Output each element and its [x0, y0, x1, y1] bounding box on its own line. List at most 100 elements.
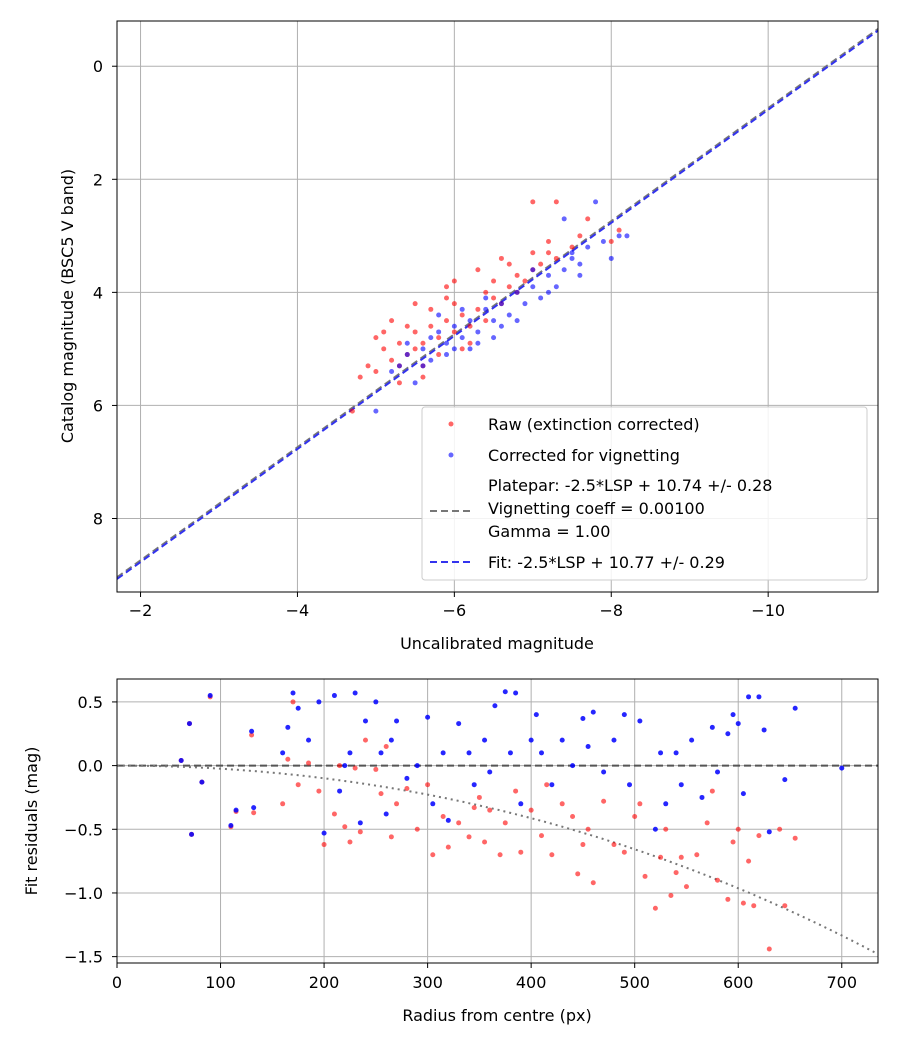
corrected-residual-point [730, 712, 736, 718]
corrected-residual-point [585, 743, 591, 749]
raw-point [538, 261, 544, 267]
corrected-point [459, 335, 465, 341]
bottom-x-axis-label: Radius from centre (px) [402, 1006, 591, 1025]
raw-point [451, 329, 457, 335]
corrected-point [561, 216, 567, 222]
raw-residual-point [549, 852, 555, 858]
corrected-residual-point [637, 718, 643, 724]
raw-point [389, 318, 395, 324]
raw-residual-point [658, 854, 664, 860]
corrected-residual-point [321, 830, 327, 836]
raw-residual-point [482, 839, 488, 845]
top-y-tick-label: 8 [93, 510, 103, 529]
raw-residual-point [394, 801, 400, 807]
bottom-y-axis-label: Fit residuals (mag) [22, 747, 41, 896]
corrected-residual-point [373, 699, 379, 705]
raw-point [444, 284, 450, 290]
corrected-residual-point [331, 693, 337, 699]
corrected-point [530, 284, 536, 290]
corrected-point [506, 312, 512, 318]
corrected-point [577, 272, 583, 278]
raw-residual-point [704, 820, 710, 826]
corrected-residual-point [352, 690, 358, 696]
raw-residual-point [373, 766, 379, 772]
corrected-point [553, 284, 559, 290]
raw-point [412, 301, 418, 307]
corrected-residual-point [590, 709, 596, 715]
raw-residual-point [528, 807, 534, 813]
raw-residual-point [652, 905, 658, 911]
raw-residual-point [766, 946, 772, 952]
top-x-tick-label: −10 [751, 601, 785, 620]
legend-corrected-marker [448, 452, 454, 458]
corrected-residual-point [652, 826, 658, 832]
raw-residual-point [440, 814, 446, 820]
corrected-point [585, 244, 591, 250]
corrected-residual-point [528, 737, 534, 743]
raw-residual-point [466, 834, 472, 840]
corrected-residual-point [280, 750, 286, 756]
top-x-axis-label: Uncalibrated magnitude [400, 634, 594, 653]
raw-point [381, 346, 387, 352]
raw-residual-point [590, 880, 596, 886]
corrected-point [616, 233, 622, 239]
corrected-point [475, 340, 481, 346]
corrected-residual-point [189, 831, 195, 837]
corrected-residual-point [337, 788, 343, 794]
corrected-residual-point [627, 782, 633, 788]
corrected-residual-point [414, 763, 420, 769]
raw-residual-point [502, 820, 508, 826]
raw-point [530, 199, 536, 205]
corrected-residual-point [766, 829, 772, 835]
corrected-residual-point [725, 731, 731, 737]
corrected-residual-point [678, 782, 684, 788]
corrected-point [389, 369, 395, 375]
raw-residual-point [611, 842, 617, 848]
raw-point [585, 216, 591, 222]
corrected-residual-point [746, 694, 752, 700]
raw-residual-point [683, 884, 689, 890]
corrected-residual-point [689, 737, 695, 743]
corrected-residual-point [342, 763, 348, 769]
corrected-residual-point [658, 750, 664, 756]
bottom-x-tick-label: 300 [412, 973, 443, 992]
raw-residual-point [425, 782, 431, 788]
top-x-tick-label: −2 [129, 601, 153, 620]
vignetting-curve [117, 764, 878, 955]
raw-point [616, 227, 622, 233]
corrected-point [420, 346, 426, 352]
bottom-x-tick-label: 0 [112, 973, 122, 992]
corrected-residual-point [378, 750, 384, 756]
raw-point [553, 199, 559, 205]
corrected-point [412, 380, 418, 386]
raw-point [545, 250, 551, 256]
raw-point [522, 278, 528, 284]
corrected-point [436, 329, 442, 335]
bottom-x-tick-label: 400 [516, 973, 547, 992]
corrected-point [483, 306, 489, 312]
corrected-residual-point [445, 817, 451, 823]
corrected-residual-point [199, 779, 205, 785]
raw-point [436, 335, 442, 341]
corrected-point [608, 255, 614, 261]
raw-residual-point [445, 844, 451, 850]
raw-residual-point [280, 801, 286, 807]
corrected-point [404, 340, 410, 346]
corrected-residual-point [549, 782, 555, 788]
corrected-residual-point [715, 769, 721, 775]
raw-point [444, 318, 450, 324]
raw-point [569, 244, 575, 250]
bottom-chart: 0 100 200 300 400 500 600 700 0.5 0.0 −0.5 −1.0 −1.5… [22, 678, 879, 1025]
raw-residual-point [295, 782, 301, 788]
raw-residual-point [642, 873, 648, 879]
corrected-residual-point [440, 750, 446, 756]
legend-raw-marker [448, 421, 454, 427]
raw-residual-point [575, 871, 581, 877]
raw-point [459, 346, 465, 352]
corrected-residual-point [471, 782, 477, 788]
corrected-residual-point [756, 694, 762, 700]
raw-point [451, 301, 457, 307]
raw-point [420, 340, 426, 346]
top-x-tick-label: −6 [443, 601, 467, 620]
corrected-residual-point [621, 712, 627, 718]
